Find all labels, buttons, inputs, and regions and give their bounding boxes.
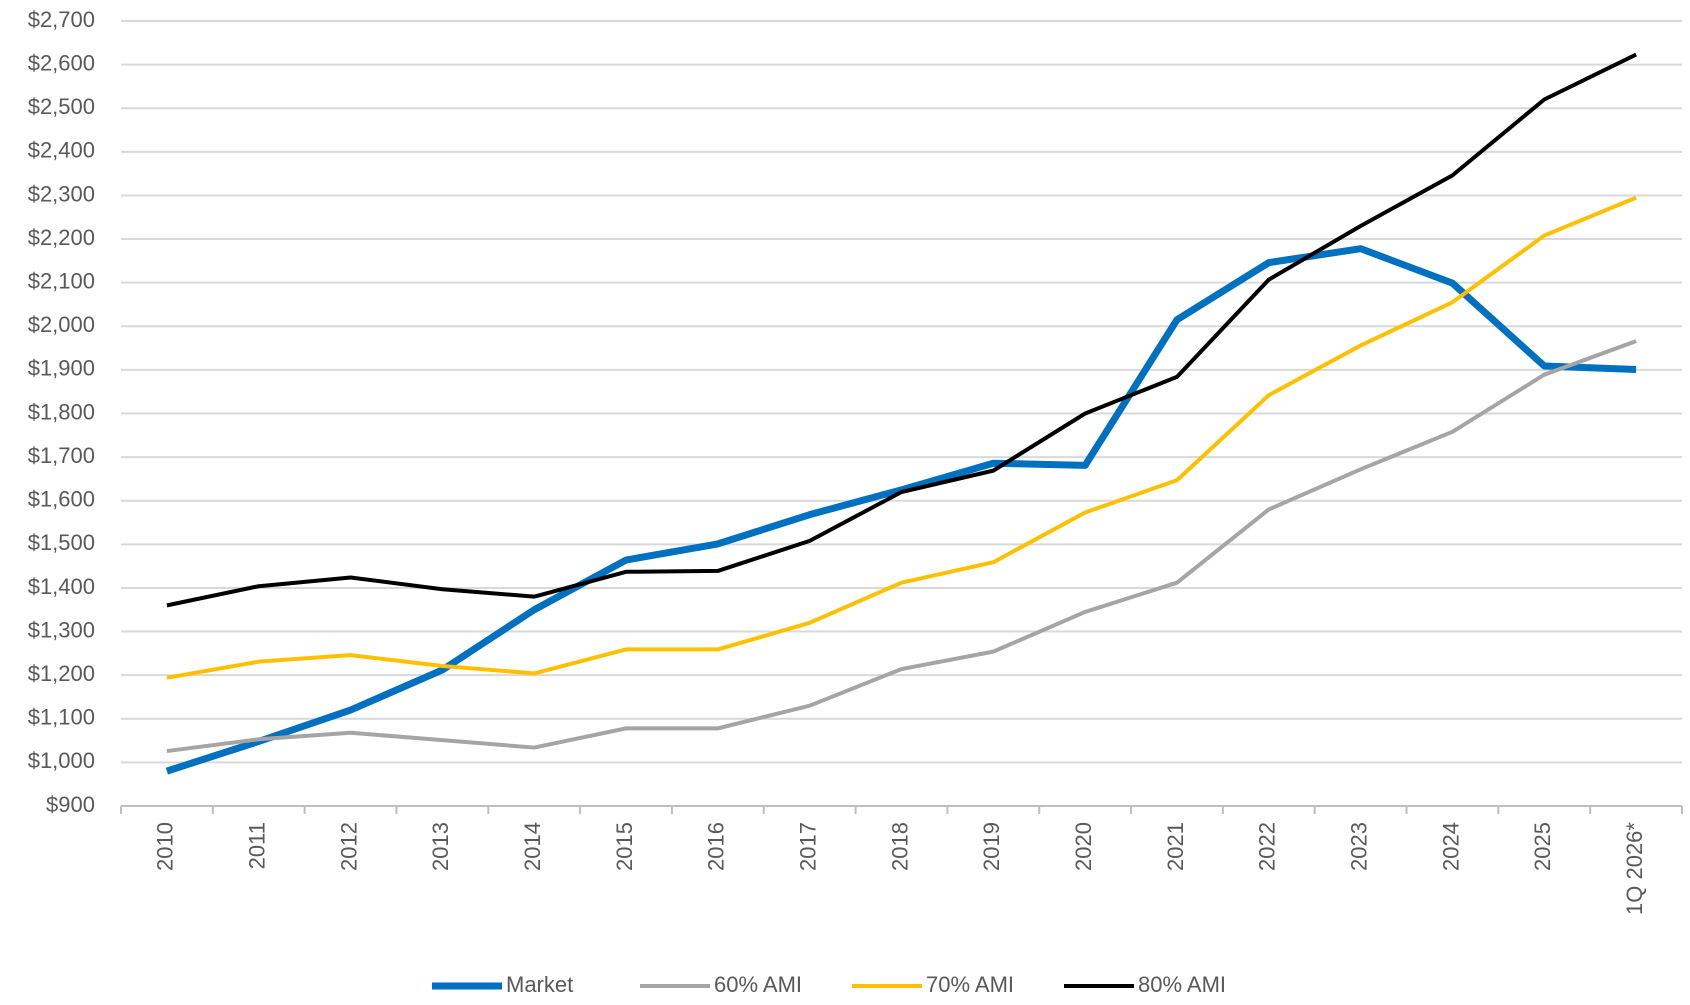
- x-tick-label: 2017: [795, 822, 820, 871]
- y-tick-label: $2,000: [28, 312, 95, 337]
- y-tick-label: $1,300: [28, 617, 95, 642]
- y-tick-label: $2,700: [28, 7, 95, 32]
- x-tick-label: 2020: [1071, 822, 1096, 871]
- y-tick-label: $900: [46, 792, 95, 817]
- legend-label: 60% AMI: [714, 972, 802, 997]
- series-line: [166, 52, 1637, 608]
- x-tick-label: 2024: [1438, 822, 1463, 871]
- y-tick-label: $1,700: [28, 443, 95, 468]
- x-tick-label: 2015: [612, 822, 637, 871]
- y-tick-label: $2,500: [28, 94, 95, 119]
- legend-label: 80% AMI: [1138, 972, 1226, 997]
- y-tick-label: $1,200: [28, 661, 95, 686]
- y-tick-label: $2,100: [28, 268, 95, 293]
- x-tick-label: 2013: [428, 822, 453, 871]
- x-tick-label: 2011: [245, 822, 270, 869]
- x-tick-label: 1Q 2026*: [1622, 822, 1647, 915]
- x-tick-label: 2012: [336, 822, 361, 871]
- series-line: [166, 339, 1637, 754]
- series-line: [165, 245, 1637, 775]
- y-tick-label: $2,200: [28, 225, 95, 250]
- x-tick-label: 2018: [887, 822, 912, 871]
- x-tick-label: 2021: [1163, 822, 1188, 871]
- legend-label: Market: [506, 972, 573, 997]
- series-line: [166, 195, 1637, 680]
- x-tick-label: 2014: [520, 822, 545, 871]
- y-tick-label: $1,100: [28, 705, 95, 730]
- y-tick-label: $1,400: [28, 574, 95, 599]
- x-tick-label: 2016: [704, 822, 729, 871]
- x-tick-label: 2010: [153, 822, 178, 871]
- y-tick-label: $1,800: [28, 399, 95, 424]
- y-tick-label: $1,500: [28, 530, 95, 555]
- legend-label: 70% AMI: [926, 972, 1014, 997]
- y-tick-label: $2,400: [28, 138, 95, 163]
- y-tick-label: $2,300: [28, 181, 95, 206]
- y-tick-label: $1,000: [28, 748, 95, 773]
- x-tick-label: 2019: [979, 822, 1004, 871]
- y-tick-label: $1,900: [28, 356, 95, 381]
- y-tick-label: $2,600: [28, 50, 95, 75]
- y-tick-label: $1,600: [28, 487, 95, 512]
- x-tick-label: 2023: [1346, 822, 1371, 871]
- x-tick-label: 2025: [1530, 822, 1555, 871]
- x-tick-label: 2022: [1255, 822, 1280, 871]
